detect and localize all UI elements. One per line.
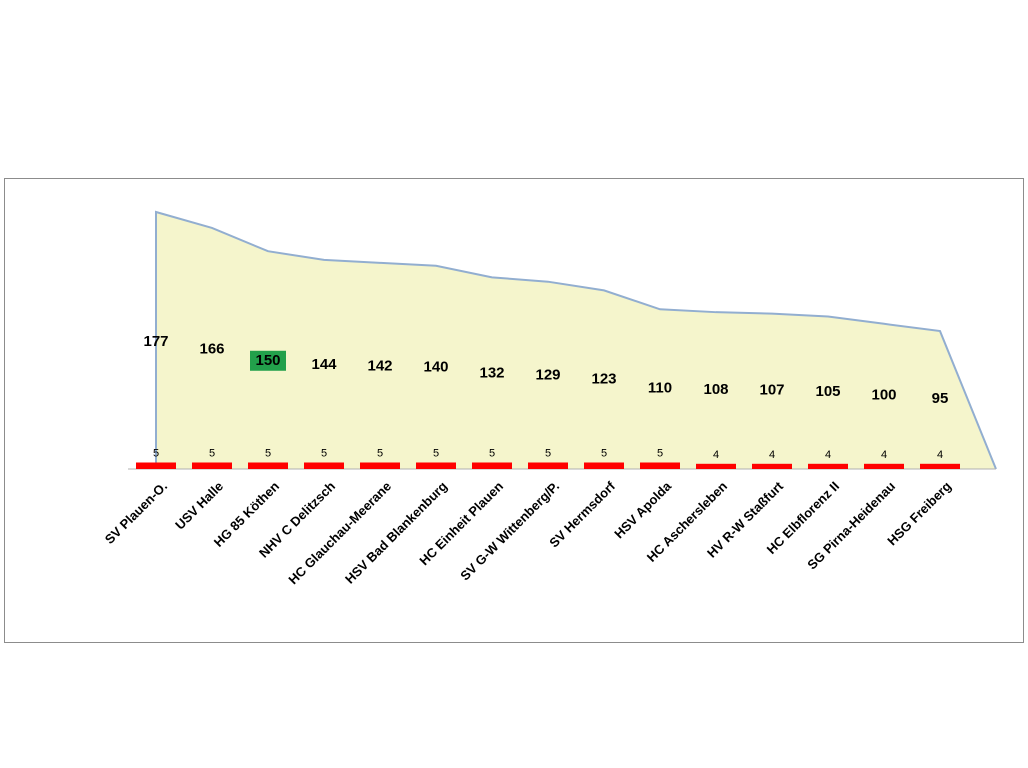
value-label-8: 129 (535, 366, 560, 383)
highlight-box (250, 350, 286, 371)
bar-label-7: 5 (489, 448, 495, 460)
bar-14 (864, 463, 904, 469)
bar-label-14: 4 (881, 449, 887, 461)
bar-9 (584, 462, 624, 469)
bar-11 (696, 463, 736, 469)
bar-label-5: 5 (377, 448, 383, 460)
bar-label-2: 5 (209, 448, 215, 460)
bar-15 (920, 463, 960, 469)
value-label-2: 166 (199, 341, 224, 358)
value-label-10: 110 (648, 380, 672, 397)
value-label-14: 100 (871, 387, 896, 404)
value-label-1: 177 (143, 333, 168, 350)
value-label-13: 105 (815, 383, 840, 400)
bar-label-1: 5 (153, 448, 159, 460)
area-fill (156, 212, 996, 469)
value-label-5: 142 (367, 357, 392, 374)
bar-1 (136, 462, 176, 469)
value-label-12: 107 (759, 382, 784, 399)
bar-5 (360, 462, 400, 469)
bar-7 (472, 462, 512, 469)
bar-label-11: 4 (713, 449, 719, 461)
value-label-6: 140 (423, 359, 448, 376)
bar-13 (808, 463, 848, 469)
bar-2 (192, 462, 232, 469)
category-label-2: USV Halle (172, 479, 226, 533)
bar-label-9: 5 (601, 448, 607, 460)
bar-label-3: 5 (265, 448, 271, 460)
bar-label-12: 4 (769, 449, 775, 461)
bar-12 (752, 463, 792, 469)
bar-8 (528, 462, 568, 469)
bar-label-15: 4 (937, 449, 943, 461)
bar-4 (304, 462, 344, 469)
value-label-3: 150 (255, 352, 280, 369)
bar-label-6: 5 (433, 448, 439, 460)
bar-label-13: 4 (825, 449, 831, 461)
value-label-15: 95 (932, 390, 949, 407)
value-label-11: 108 (703, 381, 728, 398)
bar-6 (416, 462, 456, 469)
category-label-8: SV G-W Wittenberg/P. (457, 479, 562, 584)
bar-label-8: 5 (545, 448, 551, 460)
value-label-9: 123 (591, 371, 616, 388)
bar-3 (248, 462, 288, 469)
category-label-5: HC Glauchau-Meerane (285, 479, 394, 588)
category-label-6: HSV Bad Blankenburg (342, 478, 450, 586)
bar-10 (640, 462, 680, 469)
bar-label-10: 5 (657, 448, 663, 460)
value-label-4: 144 (311, 356, 337, 373)
bar-label-4: 5 (321, 448, 327, 460)
category-label-1: SV Plauen-O. (102, 479, 170, 547)
value-label-7: 132 (479, 364, 504, 381)
area-line (155, 210, 997, 470)
